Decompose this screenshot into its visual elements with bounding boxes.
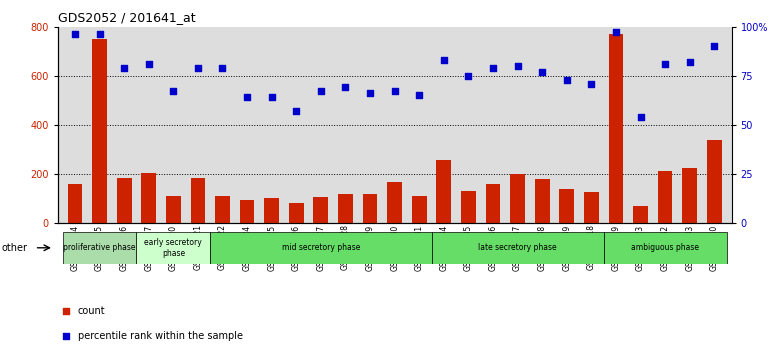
Text: early secretory
phase: early secretory phase [145,238,203,257]
Bar [210,232,431,264]
Point [684,59,696,65]
Bar [608,34,623,223]
Bar [142,173,156,223]
Bar [682,168,697,223]
Point [192,65,204,71]
Bar [633,206,648,223]
Bar [535,179,550,223]
Bar [437,160,451,223]
Bar [511,174,525,223]
Point [266,95,278,100]
Bar [338,194,353,223]
Bar [584,192,599,223]
Point [585,81,598,86]
Text: ambiguous phase: ambiguous phase [631,243,699,252]
Text: percentile rank within the sample: percentile rank within the sample [78,331,243,341]
Point [462,73,474,79]
Bar [363,194,377,223]
Bar [313,197,328,223]
Point [118,65,130,71]
Bar [387,183,402,223]
Text: other: other [2,243,28,253]
Point [536,69,548,75]
Point [437,57,450,63]
Bar [136,232,210,264]
Text: mid secretory phase: mid secretory phase [282,243,360,252]
Bar [658,171,672,223]
Text: late secretory phase: late secretory phase [478,243,557,252]
Point [659,61,671,67]
Point [462,157,474,162]
Text: proliferative phase: proliferative phase [63,243,136,252]
Point [561,77,573,82]
Bar [68,184,82,223]
Bar [215,196,230,223]
Point [388,88,400,94]
Bar [239,200,254,223]
Point [142,61,155,67]
Bar [190,178,206,223]
Bar [461,191,476,223]
Point [413,92,425,98]
Point [93,32,105,37]
Bar [117,178,132,223]
Text: GDS2052 / 201641_at: GDS2052 / 201641_at [58,11,196,24]
Bar [604,232,727,264]
Text: count: count [78,306,105,316]
Point [69,32,81,37]
Bar [559,189,574,223]
Point [708,44,721,49]
Point [340,85,352,90]
Bar [707,139,721,223]
Point [487,65,499,71]
Point [315,88,327,94]
Point [216,65,229,71]
Point [167,88,179,94]
Point [241,95,253,100]
Bar [264,199,279,223]
Point [290,108,303,114]
Bar [166,196,181,223]
Bar [412,196,427,223]
Bar [92,39,107,223]
Point [610,30,622,35]
Bar [289,203,303,223]
Bar [431,232,604,264]
Bar [486,184,500,223]
Point [364,91,377,96]
Point [634,114,647,120]
Bar [62,232,136,264]
Point [511,63,524,69]
